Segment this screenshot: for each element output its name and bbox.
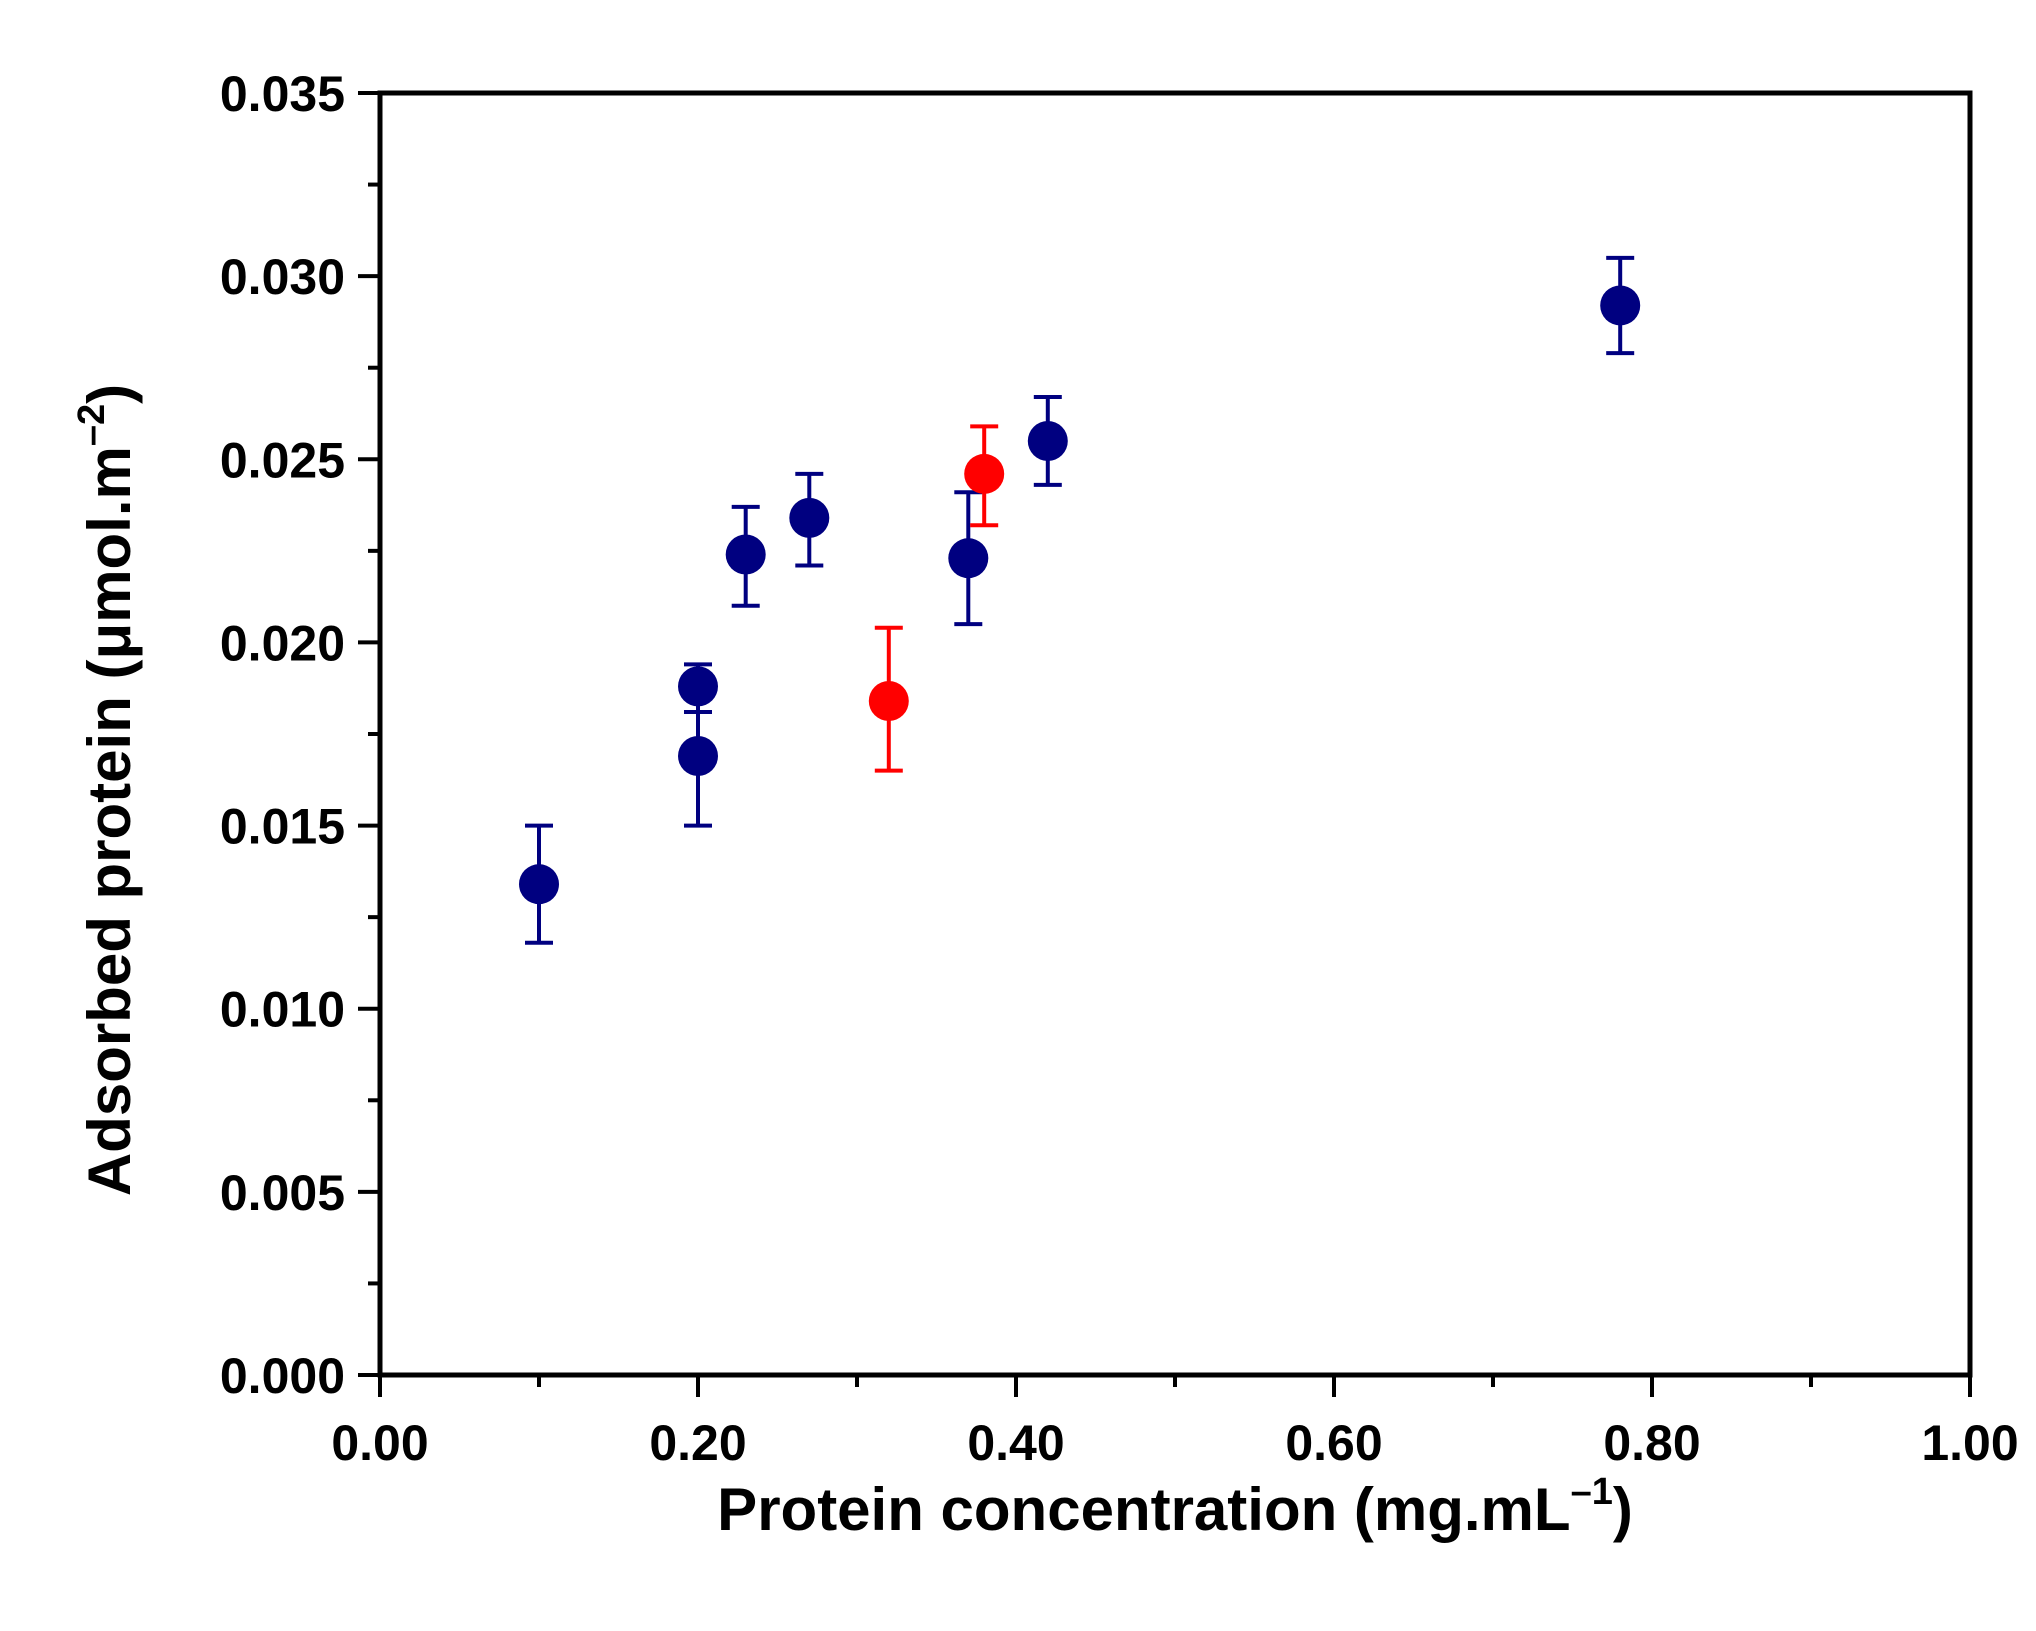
- y-axis-label-main: Adsorbed protein (μmol.m: [76, 446, 143, 1196]
- x-axis-label-main: Protein concentration (mg.mL: [717, 1476, 1570, 1543]
- y-tick-label: 0.005: [220, 1165, 345, 1221]
- data-point: [964, 453, 1005, 494]
- data-point-group: [1600, 255, 1641, 356]
- data-point-group: [1027, 395, 1068, 487]
- data-point: [868, 681, 909, 722]
- series-1: [868, 424, 1005, 773]
- x-tick-label: 0.40: [967, 1415, 1064, 1471]
- plot-frame: [377, 90, 1973, 1378]
- data-point: [678, 735, 718, 776]
- data-point: [789, 497, 830, 538]
- y-tick-label: 0.035: [220, 66, 345, 122]
- x-tick-label: 1.00: [1921, 1415, 2018, 1471]
- y-tick-label: 0.030: [220, 249, 345, 305]
- data-point: [725, 534, 766, 575]
- y-tick-label: 0.015: [220, 799, 345, 855]
- data-point-group: [725, 504, 766, 608]
- y-axis-label-sup: –2: [71, 404, 113, 446]
- data-point-group: [868, 625, 909, 773]
- y-axis-label: Adsorbed protein (μmol.m–2): [71, 384, 143, 1196]
- axis-ticks: [358, 91, 1972, 1397]
- data-point-group: [519, 823, 559, 945]
- series-0: [519, 255, 1641, 945]
- y-tick-label: 0.020: [220, 615, 345, 671]
- data-point: [1600, 285, 1641, 326]
- x-axis-label-sup: –1: [1571, 1471, 1613, 1513]
- data-point: [678, 666, 718, 707]
- x-tick-label: 0.00: [331, 1415, 428, 1471]
- data-points: [519, 255, 1641, 945]
- data-point-group: [678, 662, 718, 715]
- y-tick-label: 0.025: [220, 432, 345, 488]
- x-tick-label: 0.80: [1603, 1415, 1700, 1471]
- data-point-group: [964, 424, 1005, 528]
- data-point: [948, 538, 989, 579]
- y-tick-label: 0.000: [220, 1348, 345, 1404]
- x-tick-label: 0.60: [1285, 1415, 1382, 1471]
- x-tick-label: 0.20: [649, 1415, 746, 1471]
- y-tick-label: 0.010: [220, 982, 345, 1038]
- x-axis-label-end: ): [1613, 1476, 1633, 1543]
- data-point: [1027, 420, 1068, 461]
- y-axis-label-end: ): [76, 384, 143, 404]
- data-point-group: [678, 710, 718, 828]
- tick-labels: 0.00 0.20 0.40 0.60 0.80 1.00 0.000 0.005 0.010 0…: [220, 66, 2019, 1471]
- x-axis-label: Protein concentration (mg.mL–1): [717, 1471, 1633, 1543]
- data-point: [519, 864, 559, 905]
- data-point-group: [789, 471, 830, 568]
